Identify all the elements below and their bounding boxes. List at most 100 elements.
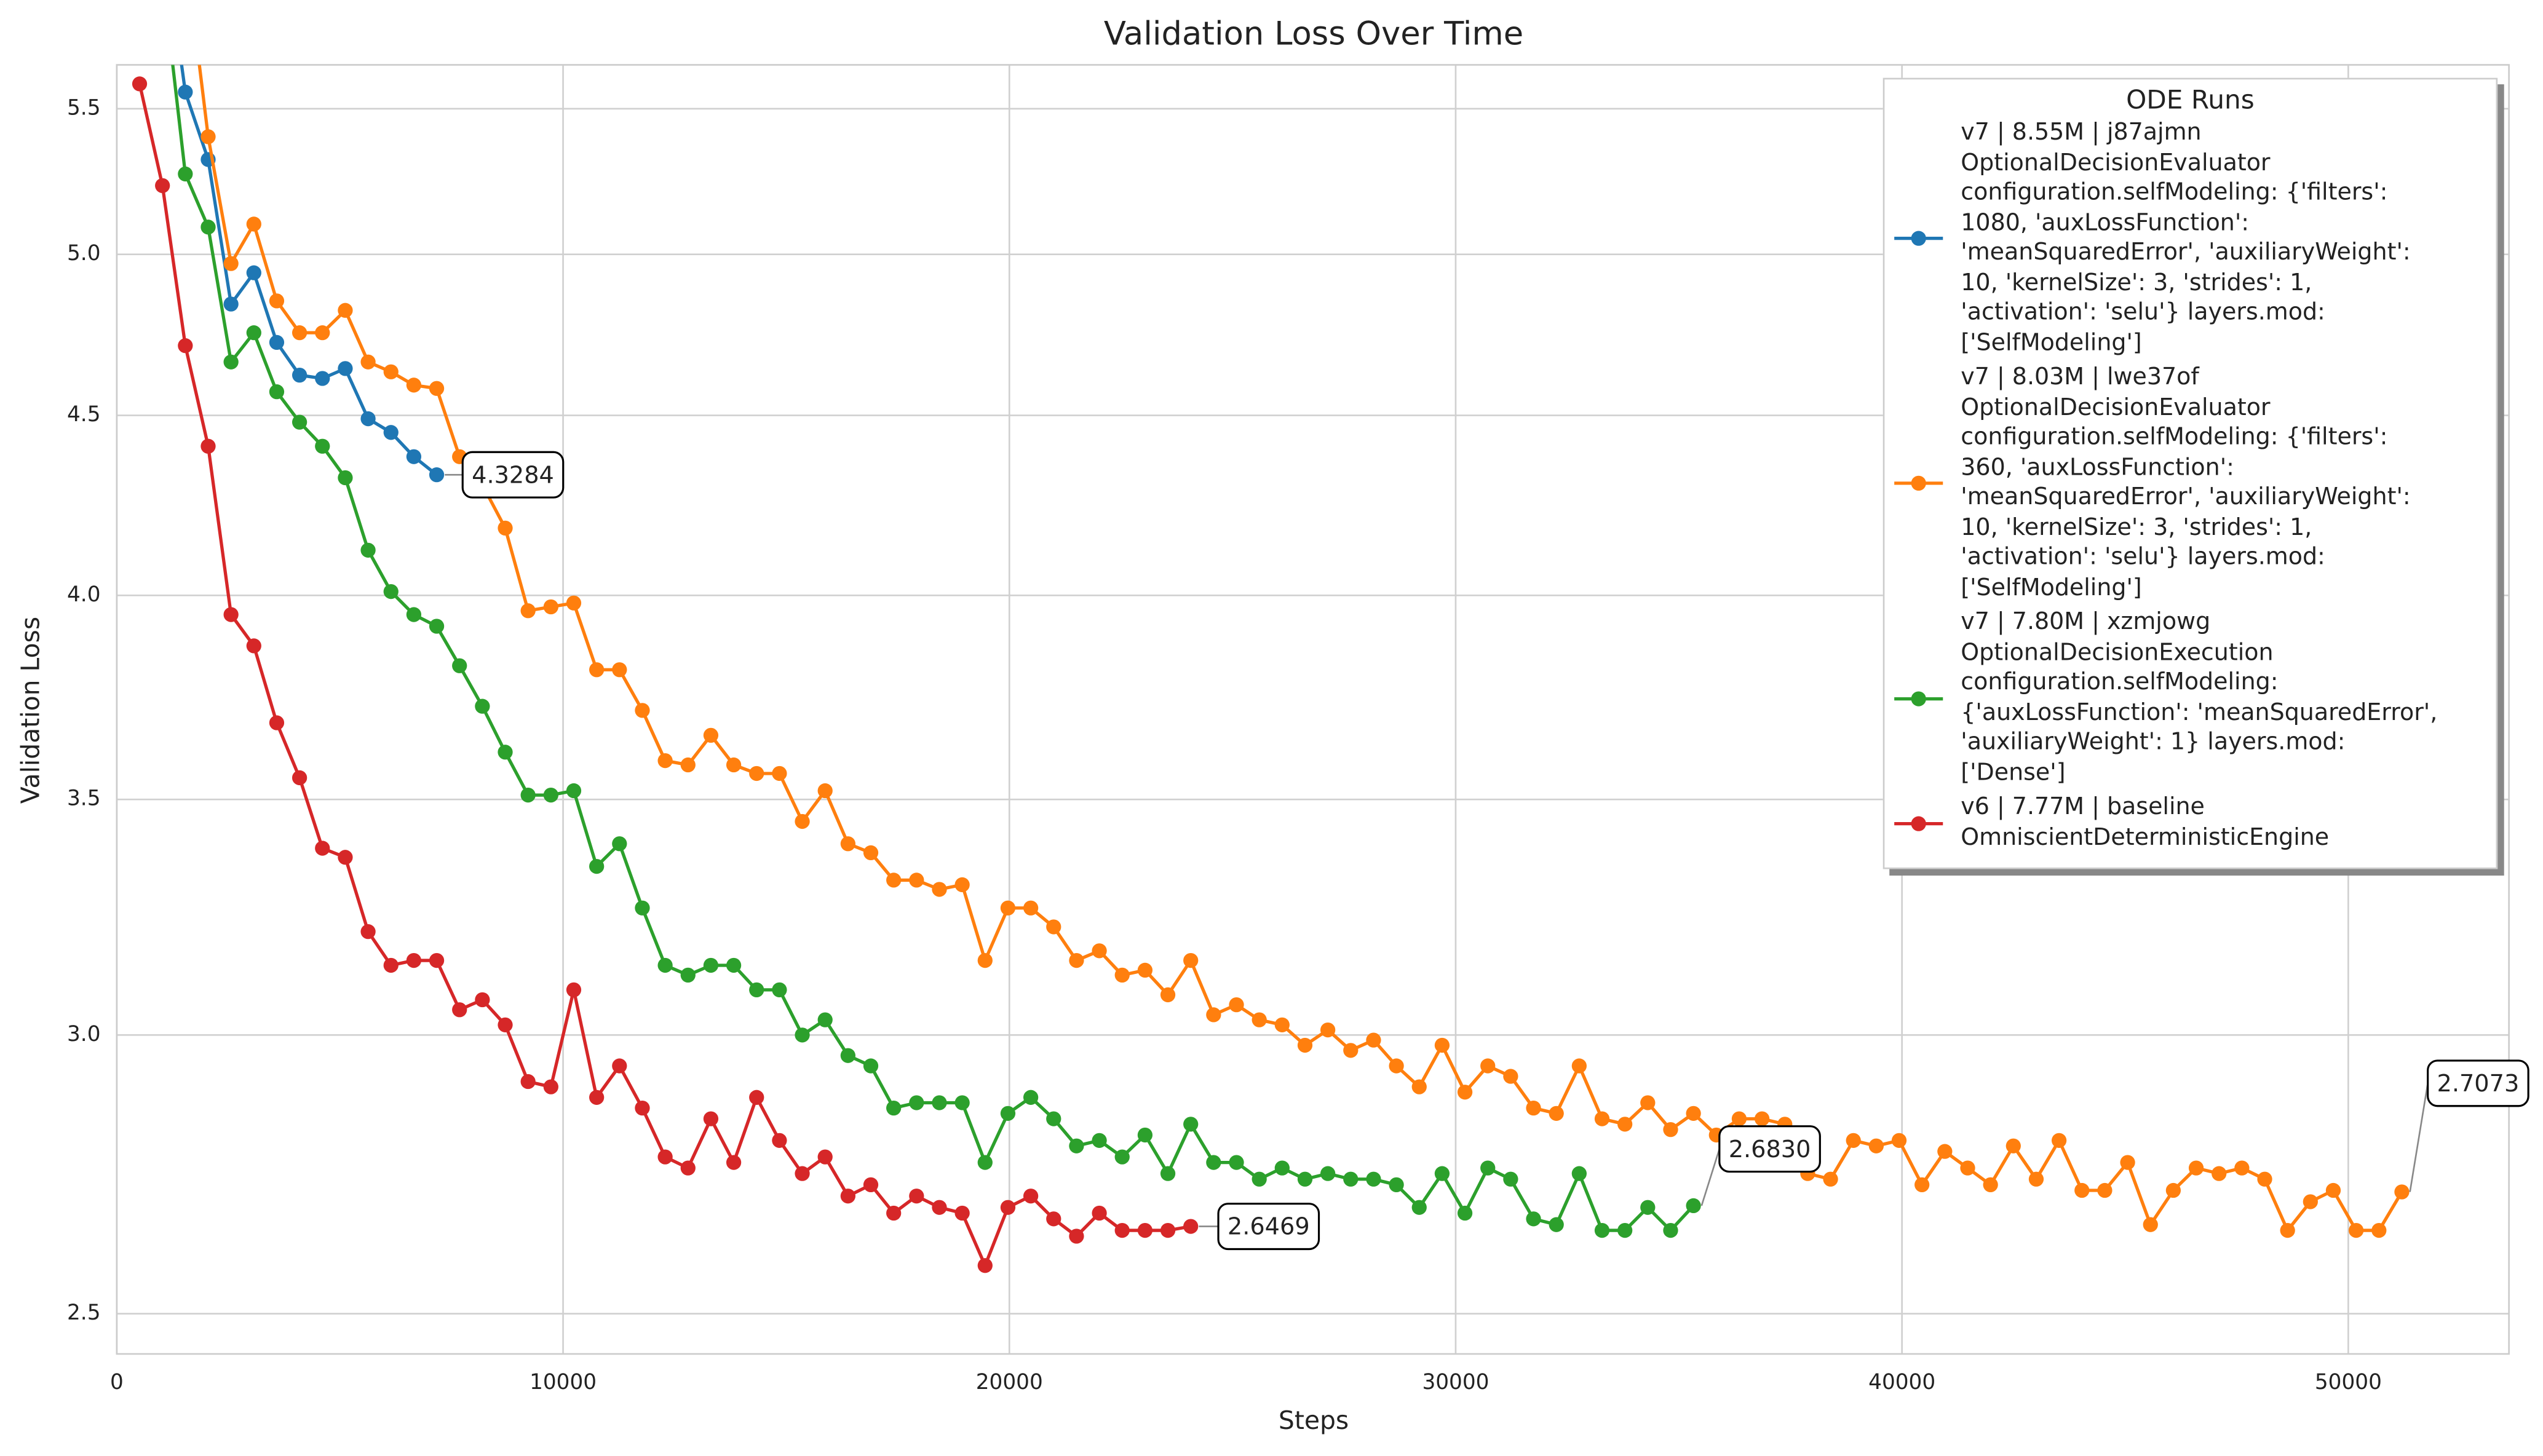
data-point (543, 1079, 558, 1094)
y-tick-label: 3.5 (67, 786, 100, 811)
data-point (680, 1160, 696, 1176)
data-point (1571, 1058, 1587, 1074)
data-point (1160, 987, 1176, 1003)
data-point (1366, 1171, 1381, 1187)
data-point (1023, 1189, 1039, 1204)
data-point (2051, 1133, 2067, 1148)
data-point (2074, 1182, 2090, 1198)
legend-entry: v7 | 8.55M | j87ajmn OptionalDecisionEva… (1884, 119, 2496, 358)
legend: ODE Runs v7 | 8.55M | j87ajmn OptionalDe… (1882, 77, 2498, 869)
series-line (171, 65, 1695, 1233)
data-point (840, 836, 855, 852)
data-point (795, 813, 810, 829)
data-point (817, 1149, 833, 1165)
data-point (200, 438, 216, 454)
y-tick-label: 4.5 (67, 402, 100, 427)
data-point (1069, 952, 1084, 968)
data-point (360, 924, 376, 940)
data-point (543, 787, 558, 803)
data-point (1686, 1106, 1701, 1121)
data-point (657, 1149, 673, 1165)
data-point (269, 334, 285, 350)
legend-entry: v7 | 7.80M | xzmjowg OptionalDecisionExe… (1884, 608, 2496, 788)
data-point (292, 325, 307, 341)
data-point (1594, 1111, 1610, 1126)
data-point (1274, 1160, 1290, 1176)
data-point (2005, 1138, 2021, 1153)
data-point (132, 76, 148, 92)
y-tick-label: 5.5 (67, 95, 100, 120)
annotation-box (461, 451, 565, 499)
data-point (840, 1048, 855, 1063)
data-point (1640, 1200, 1656, 1215)
data-point (2120, 1155, 2135, 1170)
data-point (1754, 1111, 1770, 1126)
chart-title: Validation Loss Over Time (1104, 15, 1523, 53)
data-point (2188, 1160, 2204, 1176)
legend-entry: v7 | 8.03M | lwe37of OptionalDecisionEva… (1884, 363, 2496, 603)
data-point (498, 520, 513, 536)
annotation-text: 2.6469 (1228, 1214, 1310, 1241)
x-tick-label: 0 (110, 1370, 124, 1395)
data-point (1137, 1127, 1153, 1143)
x-tick-label: 40000 (1868, 1370, 1935, 1395)
data-point (977, 952, 993, 968)
data-point (292, 414, 307, 430)
data-point (1000, 1106, 1016, 1121)
data-point (657, 957, 673, 973)
data-point (1960, 1160, 1975, 1176)
data-point (1663, 1222, 1678, 1238)
data-point (1274, 1017, 1290, 1032)
data-point (543, 599, 558, 615)
data-point (657, 753, 673, 769)
data-point (566, 595, 582, 611)
data-point (1983, 1177, 1998, 1193)
data-point (475, 698, 490, 714)
data-point (1297, 1171, 1313, 1187)
legend-swatch (1894, 690, 1943, 706)
annotation-text: 4.3284 (472, 462, 554, 489)
data-point (315, 841, 330, 856)
data-point (2234, 1160, 2250, 1176)
data-point (1549, 1106, 1564, 1121)
data-point (1320, 1166, 1336, 1181)
data-point (383, 364, 399, 379)
data-point (612, 836, 627, 852)
y-tick-label: 3.0 (67, 1022, 100, 1046)
data-point (1023, 1090, 1039, 1105)
legend-swatch (1894, 815, 1943, 831)
data-point (886, 872, 902, 888)
data-point (2097, 1182, 2113, 1198)
data-point (2349, 1222, 2364, 1238)
legend-title: ODE Runs (2126, 84, 2255, 116)
data-point (429, 381, 445, 396)
data-point (1069, 1228, 1084, 1244)
data-point (2257, 1171, 2272, 1187)
data-point (772, 1133, 787, 1148)
data-point (1457, 1205, 1473, 1221)
data-point (566, 982, 582, 998)
data-point (589, 662, 605, 678)
data-point (635, 900, 650, 916)
data-point (1663, 1122, 1678, 1138)
data-point (1206, 1007, 1221, 1023)
data-point (452, 1002, 467, 1018)
data-point (954, 1205, 970, 1221)
data-point (1092, 1133, 1107, 1148)
data-point (223, 296, 239, 312)
data-point (520, 787, 536, 803)
data-point (1252, 1012, 1267, 1027)
y-tick-label: 4.0 (67, 582, 100, 607)
data-point (360, 411, 376, 427)
data-point (1868, 1138, 1884, 1153)
data-point (223, 256, 239, 271)
data-point (360, 354, 376, 370)
data-point (1937, 1144, 1953, 1159)
legend-marker (1911, 231, 1926, 246)
data-point (1046, 919, 1061, 935)
data-point (1823, 1171, 1838, 1187)
data-point (2303, 1194, 2318, 1209)
data-point (452, 658, 467, 673)
data-point (1114, 967, 1130, 983)
